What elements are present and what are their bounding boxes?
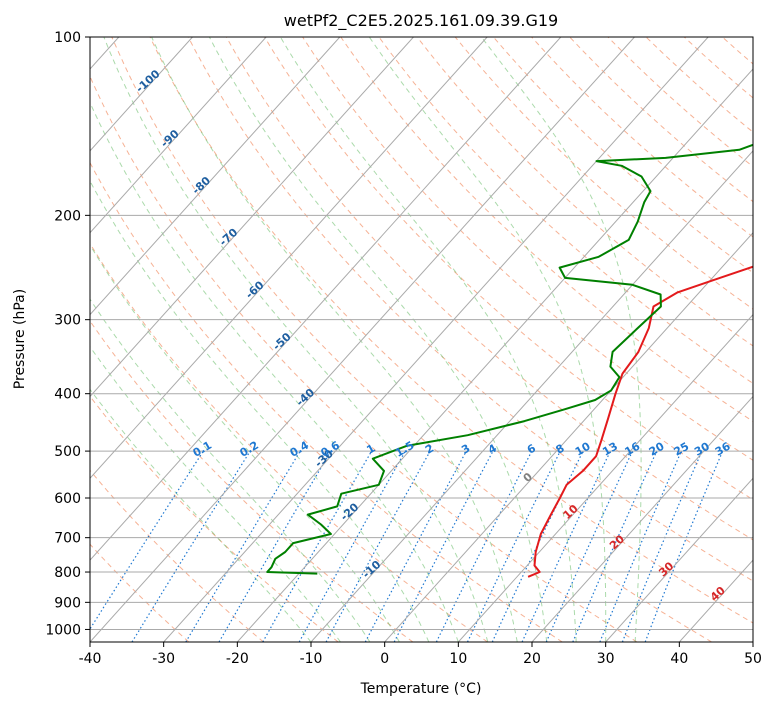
dry-adiabat-line — [454, 37, 753, 310]
dry-adiabat-line — [493, 37, 753, 274]
x-tick-label: 40 — [670, 651, 688, 667]
dry-adiabat-line — [149, 37, 753, 624]
mixing-ratio-line — [218, 450, 332, 642]
dry-adiabat-line — [264, 37, 753, 501]
moist-adiabat-line — [90, 243, 400, 642]
moist-adiabat-line — [90, 298, 371, 642]
dry-adiabat-line — [90, 161, 563, 642]
y-axis-title: Pressure (hPa) — [12, 289, 28, 389]
isotherm-line — [90, 37, 341, 316]
dry-adiabat-line — [340, 37, 753, 423]
y-tick-label: 600 — [54, 491, 81, 507]
moist-adiabat-line — [151, 37, 518, 642]
moist-adiabat-line — [481, 37, 642, 642]
dry-adiabat-line — [111, 37, 712, 642]
dry-adiabat-line — [416, 37, 753, 347]
y-tick-label: 1000 — [45, 622, 81, 638]
dry-adiabat-line — [187, 37, 753, 582]
x-tick-label: 50 — [744, 651, 762, 667]
x-tick-label: 10 — [449, 651, 467, 667]
isotherm-line — [90, 37, 488, 480]
y-tick-label: 500 — [54, 444, 81, 460]
mixing-ratio-line — [599, 450, 682, 642]
dry-adiabat-line — [90, 75, 638, 642]
dry-adiabat-line — [90, 469, 264, 642]
mixing-ratio-line — [185, 450, 301, 642]
mixing-ratio-line — [262, 450, 373, 642]
dry-adiabat-line — [225, 37, 753, 541]
y-tick-label: 700 — [54, 531, 81, 547]
dry-adiabat-line — [569, 37, 753, 203]
dry-adiabat-line — [531, 37, 753, 238]
y-tick-label: 100 — [54, 30, 81, 46]
x-tick-label: -10 — [300, 651, 323, 667]
isotherm-line — [531, 395, 753, 642]
moist-adiabat-line — [279, 37, 577, 642]
y-tick-label: 200 — [54, 208, 81, 224]
x-tick-label: -30 — [152, 651, 175, 667]
mixing-ratio-line — [325, 450, 431, 642]
x-tick-label: -40 — [79, 651, 102, 667]
mixing-ratio-line — [298, 450, 406, 642]
moist-adiabat-line — [90, 180, 430, 642]
chart-title: wetPf2_C2E5.2025.161.09.39.G19 — [284, 11, 558, 31]
y-tick-label: 800 — [54, 565, 81, 581]
isotherm-line — [457, 313, 753, 642]
mixing-ratio-line — [545, 450, 634, 642]
isotherm-line — [163, 37, 709, 642]
mixing-ratio-line — [466, 450, 561, 642]
x-tick-label: 20 — [523, 651, 541, 667]
dry-adiabat-line — [378, 37, 753, 385]
isotherm-line — [384, 231, 753, 642]
isotherm-line — [90, 37, 267, 234]
x-tick-label: -20 — [226, 651, 249, 667]
mixing-ratio-line — [90, 450, 204, 631]
dry-adiabat-line — [90, 320, 414, 642]
moist-adiabat-line — [368, 37, 607, 642]
plot-frame — [89, 36, 754, 643]
isotherm-line — [90, 37, 414, 398]
isotherm-line — [90, 37, 193, 152]
y-tick-label: 400 — [54, 387, 81, 403]
moist-adiabat-line — [90, 101, 459, 642]
mixing-ratio-line — [131, 450, 251, 642]
dewpoint-profile-line — [266, 143, 753, 575]
plot-area — [90, 37, 753, 642]
isotherm-line — [90, 37, 635, 642]
temperature-profile-line — [527, 265, 753, 578]
dry-adiabat-line — [90, 242, 488, 642]
isotherm-line — [605, 477, 753, 642]
y-tick-label: 300 — [54, 313, 81, 329]
x-axis-title: Temperature (°C) — [360, 681, 482, 697]
y-tick-label: 900 — [54, 595, 81, 611]
x-tick-label: 30 — [597, 651, 615, 667]
isotherm-line — [90, 37, 562, 561]
x-tick-label: 0 — [380, 651, 389, 667]
isotherm-line — [310, 150, 753, 642]
mixing-ratio-line — [521, 450, 611, 642]
isotherm-line — [236, 68, 753, 642]
mixing-ratio-line — [621, 450, 703, 642]
